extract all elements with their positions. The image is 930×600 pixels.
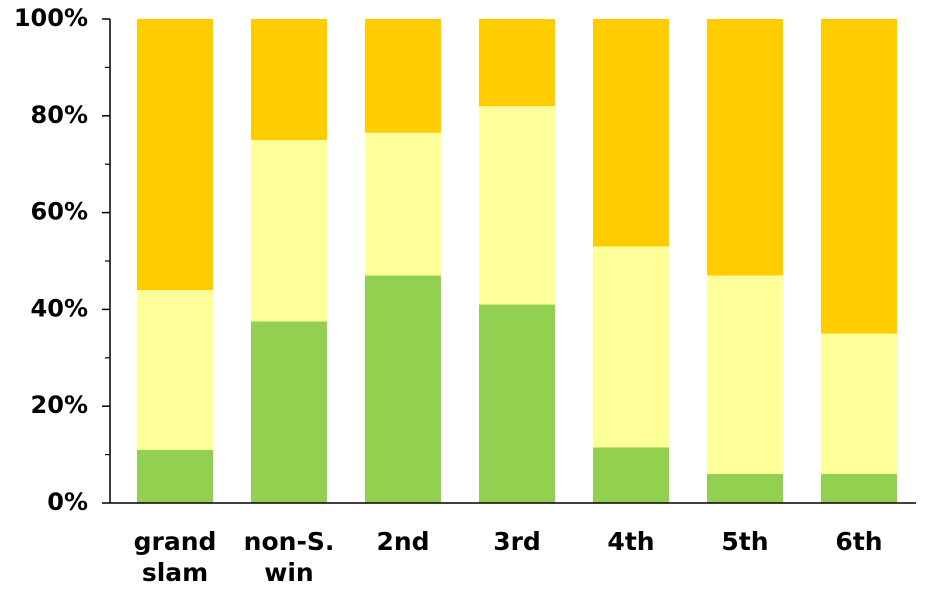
bar-segment [821,19,897,334]
bar-segment [707,19,783,276]
y-tick-label: 80% [31,101,88,129]
bar-segment [479,19,555,107]
bar-segment [593,19,669,247]
bar-segment [821,333,897,474]
y-tick-label: 40% [31,294,88,322]
bar-segment [365,19,441,133]
bar-segment [707,275,783,474]
x-tick-label: 6th [835,527,883,556]
bar-segment [137,19,213,291]
y-tick-label: 60% [31,198,88,226]
x-tick-label: 3rd [493,527,541,556]
bar-segment [137,290,213,450]
bar-segment [251,19,327,140]
bar-segment [593,246,669,448]
x-tick-label: grand slam [133,527,217,587]
x-tick-label: 5th [721,527,769,556]
x-tick-label: 2nd [376,527,430,556]
bar-segment [707,473,783,503]
bar-segment [137,449,213,503]
x-tick-label: 4th [607,527,655,556]
y-tick-label: 20% [31,391,88,419]
y-tick-label: 100% [14,4,88,32]
bar-segment [365,132,441,276]
x-tick-label: non-S. win [243,527,335,587]
y-tick-label: 0% [47,488,88,516]
bar-segment [479,106,555,305]
bar-segment [479,304,555,503]
bar-segment [593,447,669,503]
bar-segment [251,140,327,322]
bar-segment [821,473,897,503]
bar-segment [251,321,327,503]
bar-segment [365,275,441,503]
